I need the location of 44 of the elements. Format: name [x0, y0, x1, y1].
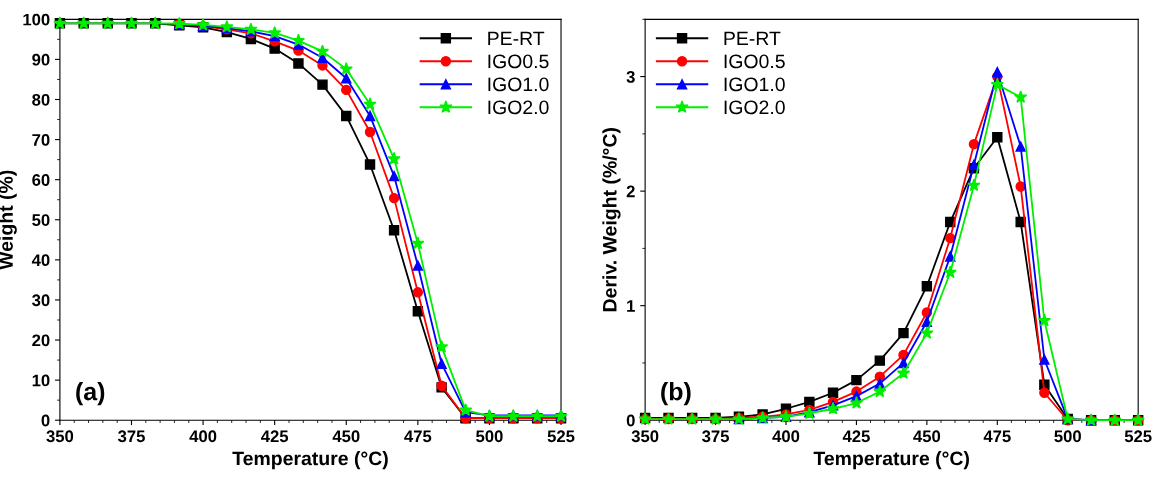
legend-label: IGO2.0 — [724, 100, 785, 115]
x-tick-label: 350 — [46, 430, 74, 443]
annotation: (b) — [661, 382, 691, 406]
y-tick-label: 30 — [32, 294, 50, 307]
x-axis-title: Temperature (°C) — [232, 451, 388, 470]
x-tick-label: 350 — [631, 430, 659, 443]
legend-label: PE-RT — [488, 31, 545, 46]
y-tick-label: 80 — [32, 93, 50, 106]
x-tick-label: 450 — [332, 430, 360, 443]
x-axis-title: Temperature (°C) — [813, 451, 969, 470]
y-tick-label: 90 — [32, 53, 50, 66]
x-tick-label: 425 — [261, 430, 289, 443]
y-tick-label: 40 — [31, 254, 50, 267]
y-axis-title: Deriv. Weight (%/°C) — [602, 128, 621, 312]
x-tick-label: 375 — [702, 430, 729, 443]
y-tick-label: 100 — [23, 13, 50, 26]
y-tick-label: 0 — [626, 414, 635, 427]
legend-label: IGO0.5 — [724, 54, 785, 69]
y-tick-label: 10 — [32, 374, 50, 387]
x-tick-label: 375 — [117, 430, 145, 443]
x-tick-label: 500 — [1054, 430, 1081, 443]
annotation: (a) — [76, 382, 105, 406]
x-tick-label: 425 — [842, 430, 870, 443]
x-tick-label: 500 — [476, 430, 503, 443]
x-tick-label: 475 — [983, 430, 1011, 443]
x-tick-label: 400 — [189, 430, 217, 443]
x-tick-label: 525 — [1124, 430, 1152, 443]
legend-label: IGO1.0 — [488, 77, 549, 92]
x-tick-label: 525 — [547, 430, 575, 443]
y-tick-label: 60 — [32, 174, 50, 186]
x-tick-label: 400 — [772, 430, 800, 443]
x-tick-label: 450 — [913, 430, 941, 443]
legend-label: IGO2.0 — [488, 100, 549, 115]
y-tick-label: 50 — [32, 214, 50, 226]
y-tick-label: 70 — [32, 133, 50, 146]
y-tick-label: 1 — [627, 300, 635, 312]
y-tick-label: 20 — [32, 334, 50, 347]
y-tick-label: 2 — [626, 185, 635, 198]
x-tick-label: 475 — [404, 430, 432, 443]
y-tick-label: 3 — [626, 70, 635, 83]
y-tick-label: 0 — [41, 414, 50, 427]
legend-label: PE-RT — [724, 31, 781, 46]
legend-label: IGO0.5 — [488, 54, 549, 69]
legend-label: IGO1.0 — [724, 77, 785, 92]
